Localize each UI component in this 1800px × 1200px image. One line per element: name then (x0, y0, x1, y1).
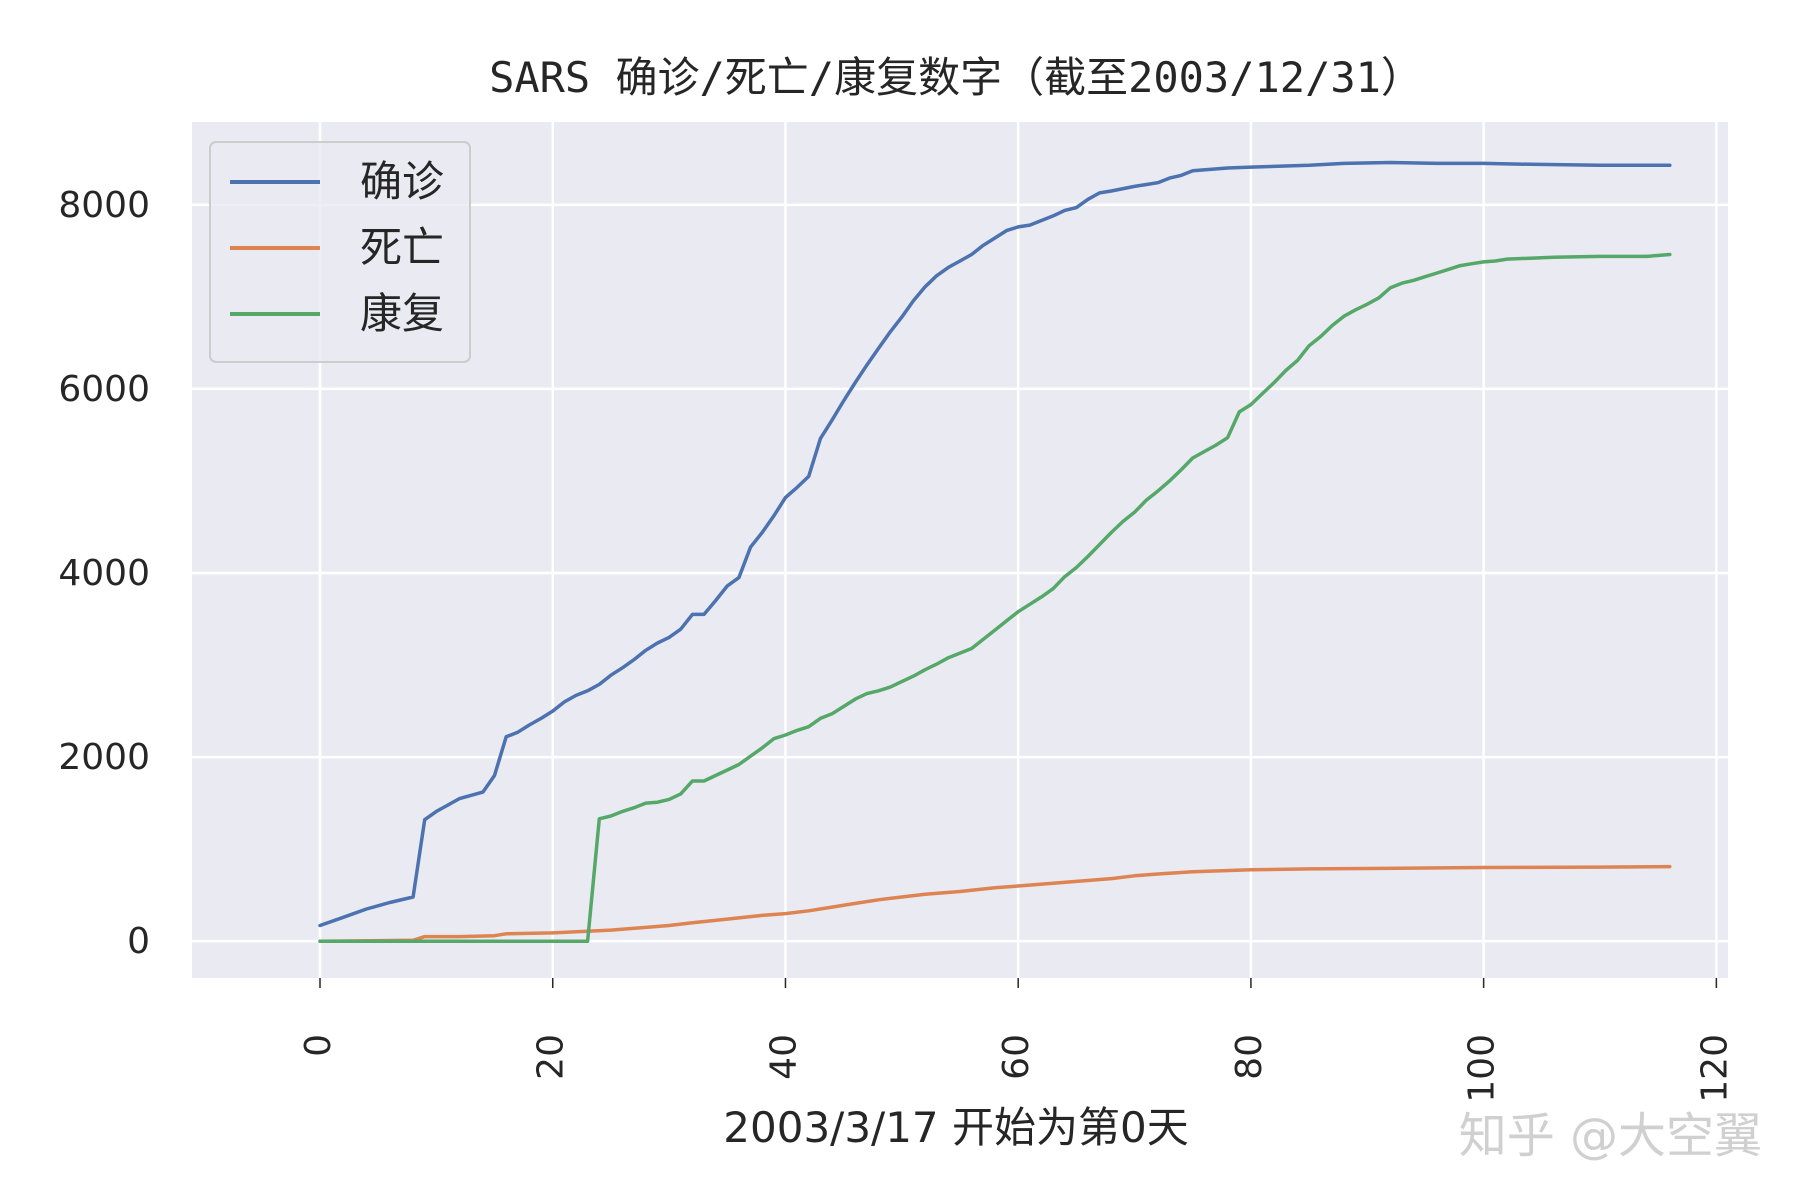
x-tick-label: 100 (1462, 1034, 1503, 1103)
legend-label: 康复 (360, 289, 444, 338)
watermark: 知乎 @大空翼 (1459, 1108, 1762, 1164)
series-line-康复 (318, 252, 1672, 943)
series-line-死亡 (318, 864, 1672, 943)
y-tick-label: 4000 (58, 553, 150, 594)
x-tick-label: 20 (531, 1034, 572, 1080)
x-tick-label: 40 (763, 1034, 804, 1080)
y-tick-label: 2000 (58, 737, 150, 778)
series-line-确诊 (318, 160, 1672, 928)
y-tick-label: 6000 (58, 369, 150, 410)
x-axis-ticks: 0 20 40 60 80 100 120 (298, 978, 1735, 1103)
x-tick-label: 0 (298, 1034, 339, 1057)
chart-title: SARS 确诊/死亡/康复数字（截至2003/12/31） (489, 53, 1423, 102)
y-axis-ticks: 0 2000 4000 6000 8000 (58, 185, 150, 962)
y-tick-label: 0 (127, 921, 150, 962)
grid-lines (192, 122, 1728, 978)
x-axis-label: 2003/3/17 开始为第0天 (723, 1103, 1188, 1152)
x-tick-label: 80 (1229, 1034, 1270, 1080)
x-tick-label: 60 (996, 1034, 1037, 1080)
y-tick-label: 8000 (58, 185, 150, 226)
legend-label: 死亡 (360, 223, 444, 272)
legend-box (209, 141, 471, 363)
series-lines (318, 160, 1672, 943)
legend-label: 确诊 (360, 157, 444, 206)
x-tick-label: 120 (1694, 1034, 1735, 1103)
